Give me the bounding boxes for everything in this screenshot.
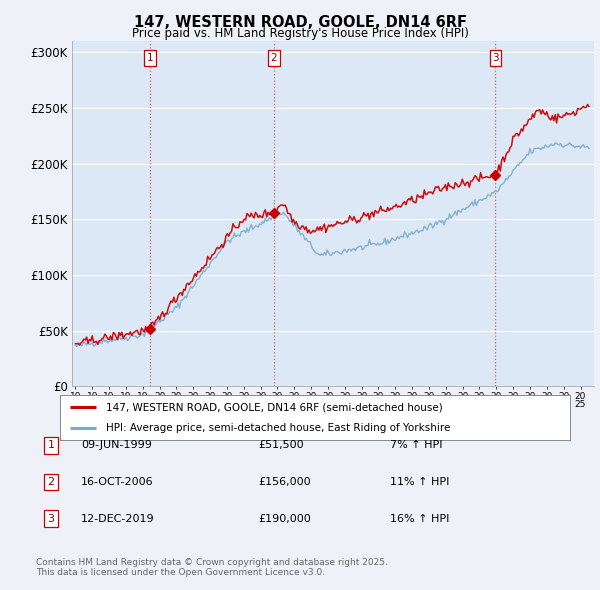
Text: 16% ↑ HPI: 16% ↑ HPI (390, 514, 449, 523)
Text: 1: 1 (147, 53, 154, 63)
Text: 147, WESTERN ROAD, GOOLE, DN14 6RF (semi-detached house): 147, WESTERN ROAD, GOOLE, DN14 6RF (semi… (106, 402, 443, 412)
Text: HPI: Average price, semi-detached house, East Riding of Yorkshire: HPI: Average price, semi-detached house,… (106, 422, 450, 432)
Text: 11% ↑ HPI: 11% ↑ HPI (390, 477, 449, 487)
Text: 1: 1 (47, 441, 55, 450)
Text: 16-OCT-2006: 16-OCT-2006 (81, 477, 154, 487)
Text: 2: 2 (271, 53, 277, 63)
Text: 12-DEC-2019: 12-DEC-2019 (81, 514, 155, 523)
Text: 3: 3 (47, 514, 55, 523)
Text: 147, WESTERN ROAD, GOOLE, DN14 6RF: 147, WESTERN ROAD, GOOLE, DN14 6RF (133, 15, 467, 30)
Text: £156,000: £156,000 (258, 477, 311, 487)
Text: 3: 3 (492, 53, 499, 63)
Text: £190,000: £190,000 (258, 514, 311, 523)
Text: 09-JUN-1999: 09-JUN-1999 (81, 441, 152, 450)
Text: Contains HM Land Registry data © Crown copyright and database right 2025.
This d: Contains HM Land Registry data © Crown c… (36, 558, 388, 577)
Text: 2: 2 (47, 477, 55, 487)
Text: £51,500: £51,500 (258, 441, 304, 450)
Text: Price paid vs. HM Land Registry's House Price Index (HPI): Price paid vs. HM Land Registry's House … (131, 27, 469, 40)
Text: 7% ↑ HPI: 7% ↑ HPI (390, 441, 443, 450)
